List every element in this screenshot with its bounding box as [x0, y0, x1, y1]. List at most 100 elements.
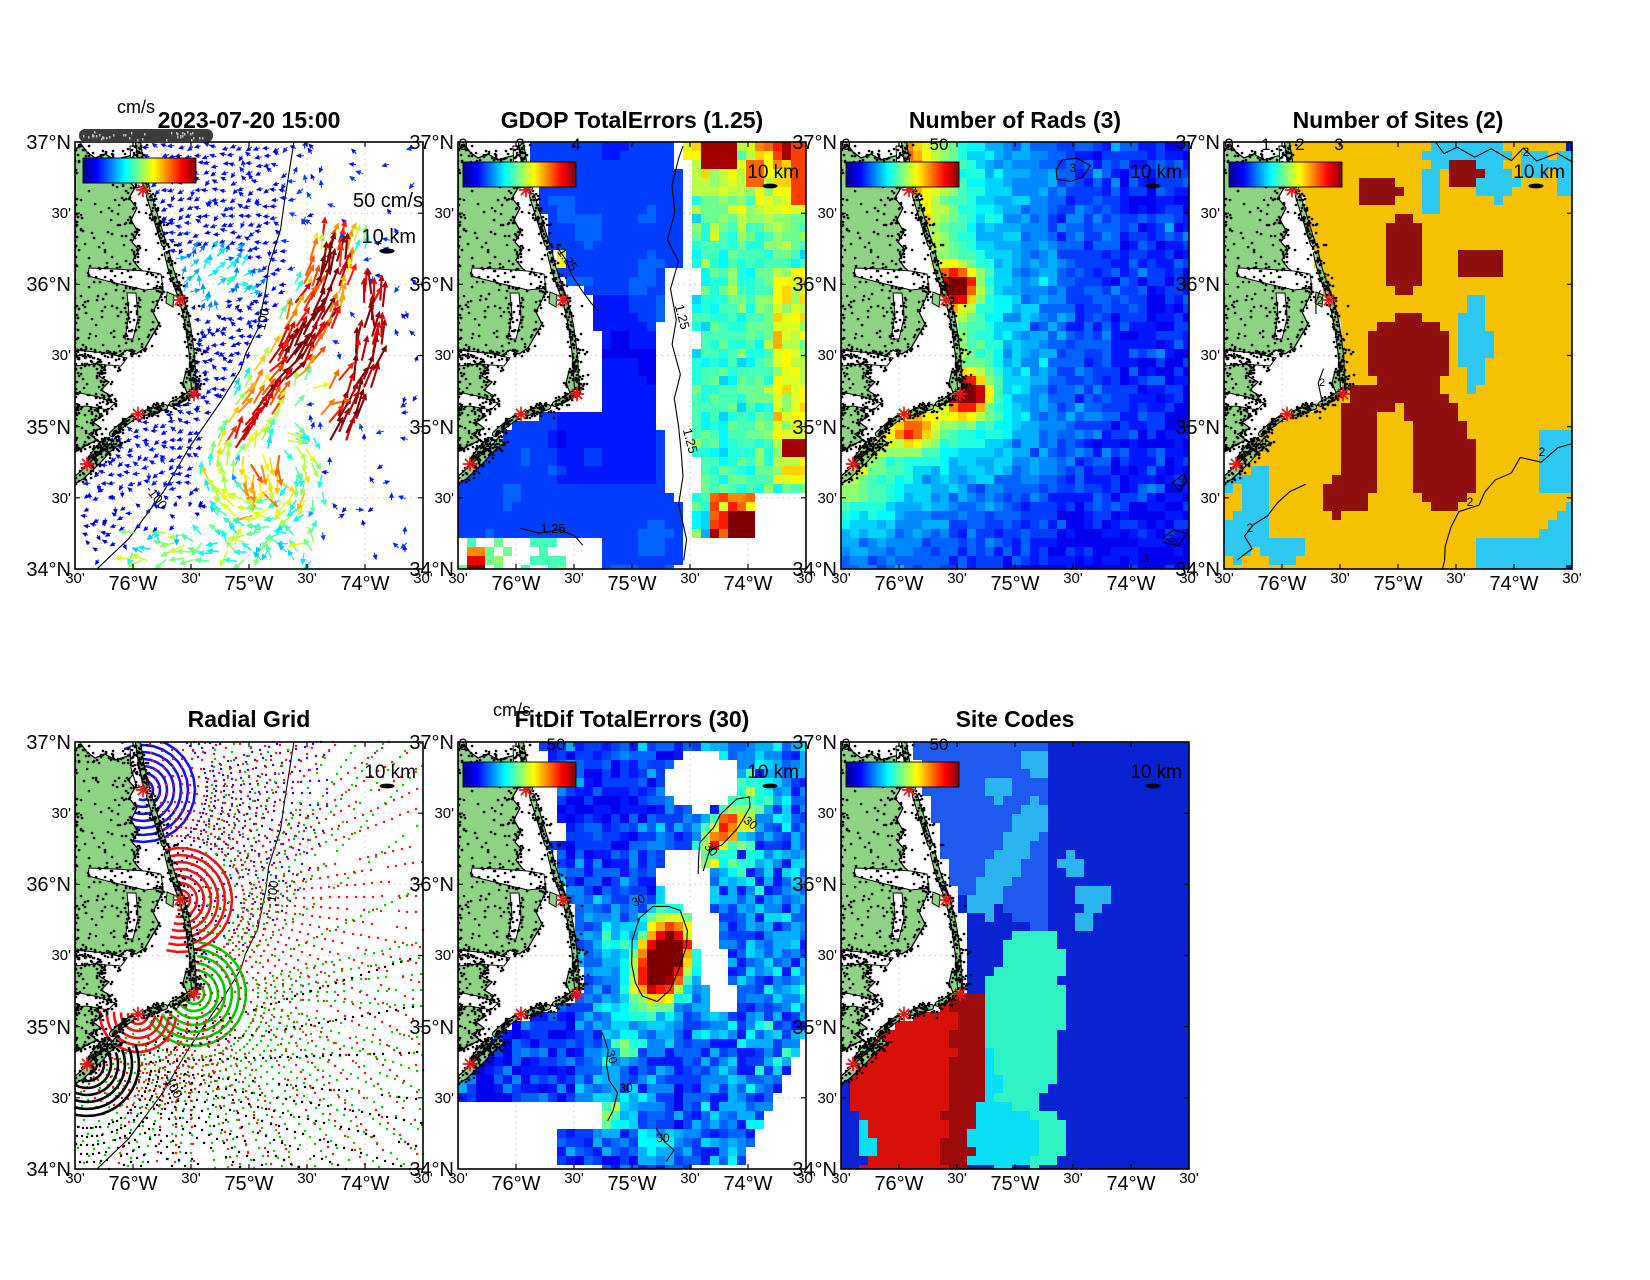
svg-text:50 cm/s: 50 cm/s — [353, 190, 423, 212]
svg-text:35°N: 35°N — [1175, 417, 1220, 439]
svg-text:30': 30' — [1063, 570, 1083, 587]
svg-text:1.25: 1.25 — [672, 303, 693, 331]
svg-text:Radial Grid: Radial Grid — [188, 706, 311, 732]
svg-text:76°W: 76°W — [491, 1173, 540, 1195]
svg-text:30': 30' — [65, 1170, 85, 1187]
svg-text:30': 30' — [51, 805, 71, 822]
svg-text:34°N: 34°N — [409, 1159, 454, 1181]
svg-text:34°N: 34°N — [26, 1159, 71, 1181]
svg-text:30': 30' — [1179, 570, 1199, 587]
svg-text:30': 30' — [434, 490, 454, 507]
svg-text:36°N: 36°N — [409, 274, 454, 296]
svg-text:30': 30' — [51, 490, 71, 507]
svg-text:30': 30' — [1446, 570, 1466, 587]
svg-text:30': 30' — [297, 570, 317, 587]
svg-text:30': 30' — [51, 1090, 71, 1107]
svg-text:30': 30' — [680, 570, 700, 587]
svg-text:75°W: 75°W — [990, 573, 1039, 595]
svg-text:100: 100 — [253, 307, 272, 331]
svg-text:34°N: 34°N — [409, 559, 454, 581]
svg-text:75°W: 75°W — [607, 573, 656, 595]
svg-text:37°N: 37°N — [1175, 132, 1220, 154]
svg-text:30': 30' — [817, 490, 837, 507]
svg-text:30': 30' — [796, 570, 816, 587]
svg-text:30': 30' — [947, 570, 967, 587]
svg-text:50: 50 — [930, 135, 949, 154]
svg-text:10 km: 10 km — [362, 226, 416, 248]
svg-text:30': 30' — [181, 570, 201, 587]
svg-text:2: 2 — [1523, 145, 1530, 159]
svg-text:50: 50 — [547, 735, 566, 754]
svg-text:76°W: 76°W — [491, 573, 540, 595]
svg-text:30': 30' — [51, 347, 71, 364]
svg-text:2: 2 — [1317, 295, 1323, 307]
svg-text:36°N: 36°N — [409, 874, 454, 896]
svg-text:37°N: 37°N — [409, 732, 454, 754]
svg-text:30: 30 — [603, 1049, 620, 1066]
svg-text:30': 30' — [434, 947, 454, 964]
svg-text:10 km: 10 km — [747, 162, 799, 183]
svg-text:30': 30' — [297, 1170, 317, 1187]
svg-text:50: 50 — [930, 735, 949, 754]
svg-text:Number of Rads (3): Number of Rads (3) — [909, 107, 1121, 133]
svg-text:30': 30' — [1179, 1170, 1199, 1187]
svg-text:37°N: 37°N — [409, 132, 454, 154]
svg-text:76°W: 76°W — [108, 573, 157, 595]
svg-text:30': 30' — [831, 1170, 851, 1187]
svg-text:74°W: 74°W — [1106, 1173, 1155, 1195]
svg-text:75°W: 75°W — [224, 1173, 273, 1195]
svg-text:30': 30' — [1330, 570, 1350, 587]
svg-text:30': 30' — [434, 347, 454, 364]
svg-text:35°N: 35°N — [409, 1017, 454, 1039]
svg-text:3: 3 — [1070, 161, 1077, 175]
svg-text:3: 3 — [1178, 477, 1184, 489]
svg-text:36°N: 36°N — [26, 274, 71, 296]
svg-text:10 km: 10 km — [1130, 762, 1182, 783]
svg-text:74°W: 74°W — [340, 1173, 389, 1195]
svg-text:30': 30' — [1063, 1170, 1083, 1187]
svg-text:30': 30' — [51, 947, 71, 964]
svg-text:100: 100 — [264, 880, 282, 904]
svg-text:2: 2 — [1247, 521, 1254, 535]
svg-text:34°N: 34°N — [1175, 559, 1220, 581]
svg-text:3: 3 — [1168, 533, 1174, 545]
svg-text:30': 30' — [434, 205, 454, 222]
svg-text:2: 2 — [1295, 135, 1304, 154]
svg-text:3: 3 — [1334, 135, 1343, 154]
svg-text:30': 30' — [831, 570, 851, 587]
svg-text:30': 30' — [434, 805, 454, 822]
svg-text:30': 30' — [564, 570, 584, 587]
svg-text:30': 30' — [817, 1090, 837, 1107]
svg-text:30': 30' — [1200, 490, 1220, 507]
svg-text:30: 30 — [629, 891, 647, 909]
svg-text:75°W: 75°W — [1373, 573, 1422, 595]
svg-text:75°W: 75°W — [990, 1173, 1039, 1195]
svg-text:10 km: 10 km — [364, 762, 416, 783]
svg-text:30': 30' — [448, 570, 468, 587]
svg-text:1.25: 1.25 — [540, 521, 565, 536]
svg-text:30': 30' — [817, 947, 837, 964]
svg-text:35°N: 35°N — [409, 417, 454, 439]
svg-text:75°W: 75°W — [607, 1173, 656, 1195]
svg-text:3: 3 — [1143, 553, 1149, 565]
svg-text:30': 30' — [817, 347, 837, 364]
svg-text:30': 30' — [796, 1170, 816, 1187]
svg-text:34°N: 34°N — [792, 559, 837, 581]
svg-text:34°N: 34°N — [792, 1159, 837, 1181]
svg-text:30': 30' — [680, 1170, 700, 1187]
svg-text:30': 30' — [817, 805, 837, 822]
svg-text:30': 30' — [1562, 570, 1582, 587]
svg-text:0: 0 — [1224, 135, 1233, 154]
svg-text:37°N: 37°N — [792, 132, 837, 154]
svg-text:76°W: 76°W — [874, 573, 923, 595]
svg-text:10 km: 10 km — [747, 762, 799, 783]
svg-text:34°N: 34°N — [26, 559, 71, 581]
svg-text:37°N: 37°N — [26, 732, 71, 754]
svg-text:35°N: 35°N — [26, 417, 71, 439]
svg-text:1: 1 — [1261, 135, 1270, 154]
svg-text:10 km: 10 km — [1130, 162, 1182, 183]
svg-text:30: 30 — [619, 1081, 633, 1095]
svg-text:1.25: 1.25 — [680, 427, 701, 455]
svg-text:2: 2 — [1539, 445, 1546, 459]
svg-text:2: 2 — [1467, 495, 1474, 509]
